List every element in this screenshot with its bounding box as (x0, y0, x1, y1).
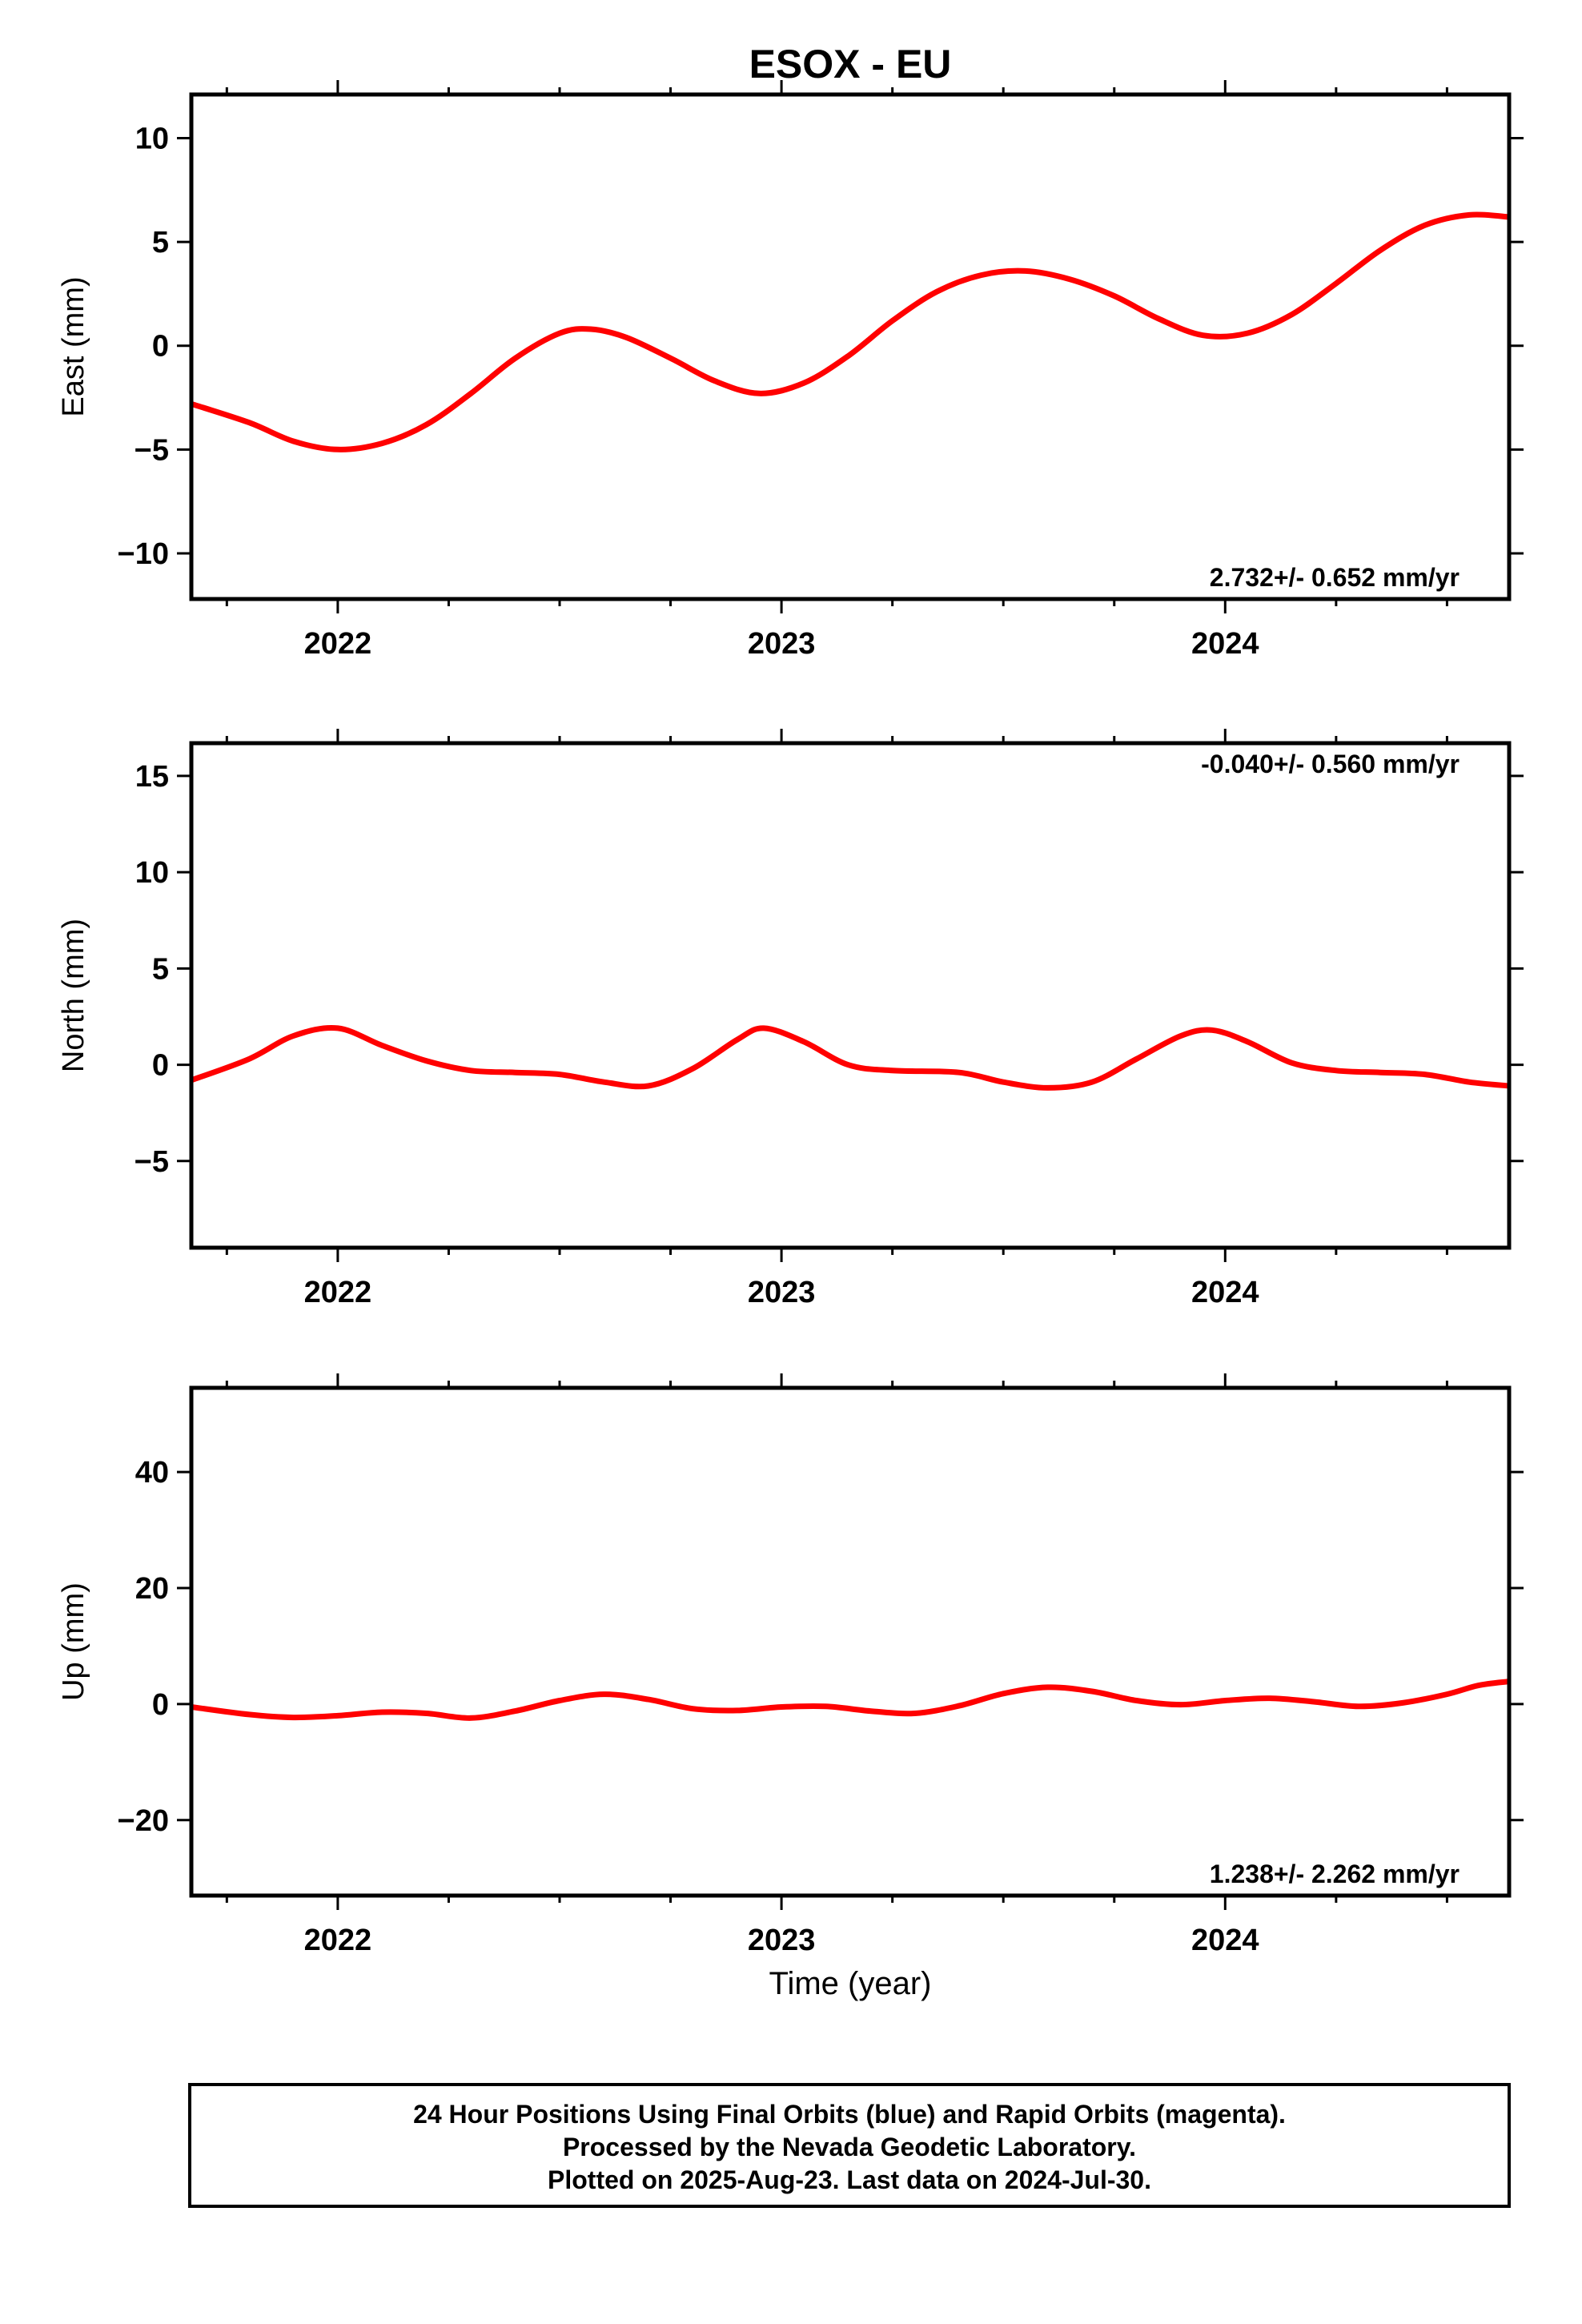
north-x-tick-label: 2023 (748, 1276, 816, 1309)
figure-title: ESOX - EU (749, 42, 952, 86)
east-y-tick-label: 10 (135, 122, 169, 155)
north-plot-frame (189, 741, 1512, 1250)
north-y-tick-label: 10 (135, 856, 169, 890)
east-plot-frame (189, 92, 1512, 601)
north-y-tick-label: −5 (135, 1145, 169, 1179)
footer-line-3: Plotted on 2025-Aug-23. Last data on 202… (548, 2165, 1151, 2194)
north-panel: 2022 2023 2024 −5 0 5 10 15 North (mm) -0.040+/- … (57, 729, 1524, 1309)
east-x-tick-label: 2024 (1191, 627, 1259, 661)
up-marks (191, 1679, 1509, 1721)
up-y-tick-label: 0 (152, 1688, 169, 1722)
east-y-tick-label: 5 (152, 226, 169, 259)
up-plot-frame (189, 1385, 1512, 1898)
east-panel: 2022 2023 2024 −10 −5 0 5 10 East (mm) 2.732+/- 0… (57, 80, 1524, 661)
east-y-tick-label: −5 (135, 433, 169, 467)
footer-box (188, 2083, 1511, 2208)
east-y-axis-label: East (mm) (57, 276, 90, 416)
north-y-tick-label: 0 (152, 1049, 169, 1083)
up-y-tick-label: 40 (135, 1456, 169, 1490)
up-x-tick-label: 2023 (748, 1924, 816, 1957)
north-y-axis-label: North (mm) (57, 919, 90, 1072)
east-x-tick-label: 2022 (304, 627, 372, 661)
east-model-curve (191, 211, 1509, 452)
up-y-tick-label: −20 (118, 1804, 169, 1838)
north-velocity-annotation: -0.040+/- 0.560 mm/yr (1201, 750, 1460, 778)
north-y-tick-label: 5 (152, 952, 169, 986)
up-x-tick-label: 2022 (304, 1924, 372, 1957)
up-panel: 2022 2023 2024 −20 0 20 40 Up (mm) 1.238+/- 2.26… (57, 1373, 1524, 1957)
x-axis-label: Time (year) (769, 1966, 932, 2001)
north-model-curve (191, 1024, 1509, 1091)
up-y-tick-label: 20 (135, 1572, 169, 1606)
east-x-tick-label: 2023 (748, 627, 816, 661)
east-y-tick-label: 0 (152, 330, 169, 364)
footer-line-1: 24 Hour Positions Using Final Orbits (bl… (413, 2100, 1286, 2129)
footer-line-2: Processed by the Nevada Geodetic Laborat… (563, 2133, 1136, 2161)
north-x-tick-label: 2024 (1191, 1276, 1259, 1309)
up-model-curve (191, 1679, 1509, 1721)
north-marks (191, 1024, 1509, 1091)
north-x-tick-label: 2022 (304, 1276, 372, 1309)
up-velocity-annotation: 1.238+/- 2.262 mm/yr (1210, 1860, 1460, 1888)
up-y-axis-label: Up (mm) (57, 1582, 90, 1701)
north-y-tick-label: 15 (135, 760, 169, 794)
east-marks (191, 211, 1509, 452)
east-velocity-annotation: 2.732+/- 0.652 mm/yr (1210, 563, 1460, 592)
east-y-tick-label: −10 (118, 537, 169, 571)
up-x-tick-label: 2024 (1191, 1924, 1259, 1957)
